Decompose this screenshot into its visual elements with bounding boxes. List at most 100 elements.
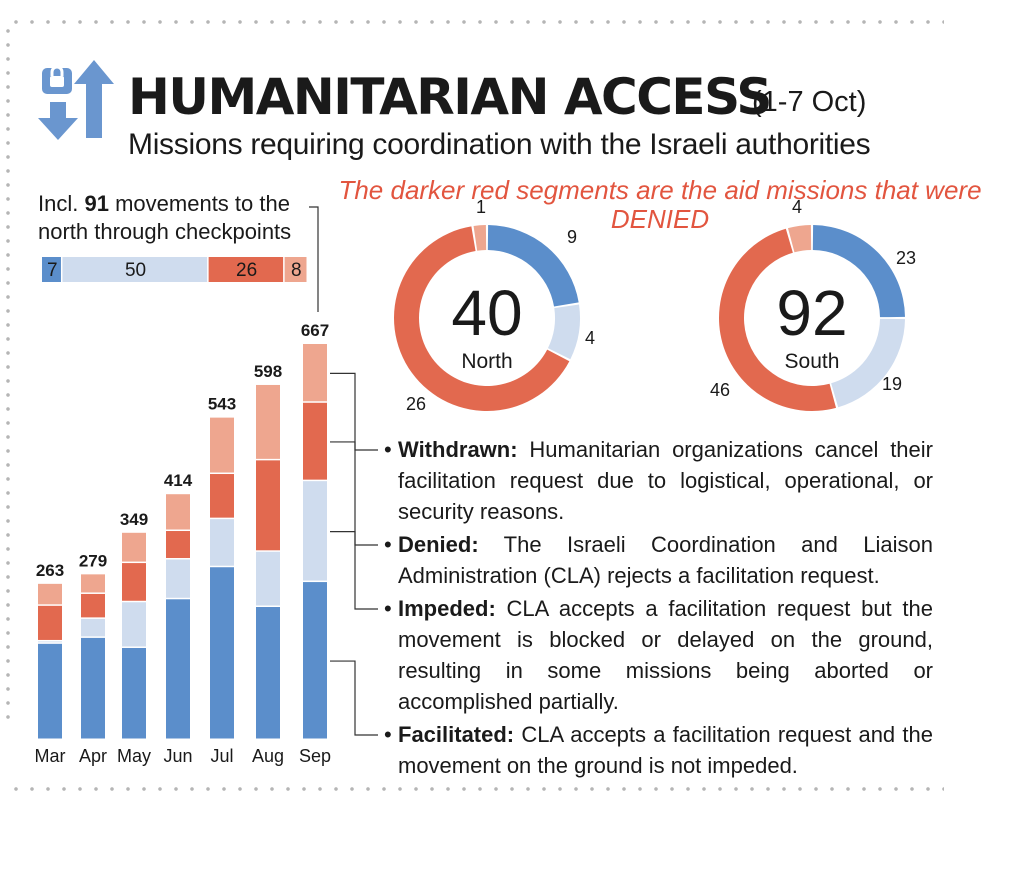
page-title: HUMANITARIAN ACCESS (128, 68, 772, 126)
bar-jul-withdrawn (210, 417, 234, 473)
bar-jun-facilitated (166, 599, 190, 739)
legend-text-denied: The Israeli Coordination and Liaison Adm… (398, 532, 933, 588)
legend-bullet: • (384, 596, 392, 621)
checkpoint-segment-label: 8 (291, 260, 302, 281)
bar-jun-impeded (166, 559, 190, 598)
bar-may-withdrawn (122, 532, 146, 562)
legend-item-denied: • Denied: The Israeli Coordination and Li… (384, 529, 933, 591)
legend-bullet: • (384, 722, 392, 747)
bar-aug-denied (256, 460, 280, 551)
south-donut-slice-withdrawn (787, 225, 812, 253)
bar-total-label: 598 (254, 362, 282, 381)
legend-item-facilitated: • Facilitated: CLA accepts a facilitation… (384, 719, 933, 781)
north-donut-slice-withdrawn (473, 225, 487, 251)
legend-bullet: • (384, 532, 392, 557)
bar-mar-facilitated (38, 643, 62, 739)
subtitle: Missions requiring coordination with the… (128, 128, 871, 161)
bar-apr-impeded (81, 618, 105, 637)
dotted-border-top (8, 20, 944, 24)
legend-item-withdrawn: • Withdrawn: Humanitarian organizations c… (384, 434, 933, 527)
south-donut-slice-label: 46 (710, 380, 730, 400)
legend-bullet: • (384, 437, 392, 462)
legend-text-facilitated: CLA accepts a facilitation request and t… (398, 722, 933, 778)
bar-jul-facilitated (210, 567, 234, 739)
bar-apr-facilitated (81, 637, 105, 739)
bar-total-label: 279 (79, 551, 107, 570)
bar-may-impeded (122, 602, 146, 647)
south-donut-slice-impeded (831, 318, 905, 408)
legend-term-impeded: Impeded: (398, 596, 496, 621)
legend-text-impeded: CLA accepts a facilitation request but t… (398, 596, 933, 714)
bar-may-denied (122, 563, 146, 601)
period-label: (1-7 Oct) (752, 86, 867, 118)
legend-connector-impeded (330, 531, 378, 610)
bar-aug-facilitated (256, 607, 280, 739)
legend-connector-withdrawn (330, 372, 378, 451)
north-donut-slice-impeded (547, 304, 580, 360)
north-donut-slice-label: 4 (585, 328, 595, 348)
x-tick-label: Aug (252, 746, 284, 766)
x-tick-label: May (117, 746, 151, 766)
legend-item-impeded: • Impeded: CLA accepts a facilitation req… (384, 593, 933, 717)
bar-sep-impeded (303, 481, 327, 581)
bar-sep-denied (303, 402, 327, 480)
south-donut-slice-denied (719, 228, 837, 411)
north-donut-slice-label: 26 (406, 394, 426, 414)
denied-note: The darker red segments are the aid miss… (338, 175, 982, 234)
bar-aug-impeded (256, 551, 280, 606)
north-donut-slice-label: 1 (476, 197, 486, 217)
checkpoint-segment-denied (208, 257, 284, 282)
north-donut-region-label: North (461, 350, 512, 373)
south-donut-slice-label: 23 (896, 248, 916, 268)
south-donut-slice-label: 19 (882, 374, 902, 394)
south-donut-slice-label: 4 (792, 197, 802, 217)
bar-total-label: 349 (120, 510, 148, 529)
checkpoint-segment-impeded (62, 257, 208, 282)
bar-jun-denied (166, 531, 190, 559)
dotted-border-left (6, 24, 10, 724)
checkpoint-suffix: movements to the north through checkpoin… (38, 191, 292, 244)
legend-term-withdrawn: Withdrawn: (398, 437, 518, 462)
legend-connector-denied (330, 441, 378, 546)
bar-total-label: 543 (208, 395, 236, 414)
legend-term-denied: Denied: (398, 532, 479, 557)
checkpoint-segment-facilitated (42, 257, 61, 282)
legend-text-withdrawn: Humanitarian organizations cancel their … (398, 437, 933, 524)
north-donut-slice-facilitated (487, 225, 579, 307)
x-tick-label: Jul (210, 746, 233, 766)
checkpoint-segment-label: 7 (47, 260, 58, 281)
checkpoint-connector (309, 206, 319, 312)
bar-sep-withdrawn (303, 344, 327, 402)
north-donut-total: 40 (451, 277, 522, 349)
x-tick-label: Jun (163, 746, 192, 766)
bar-jul-denied (210, 474, 234, 518)
checkpoint-segment-label: 26 (236, 260, 257, 281)
x-tick-label: Sep (299, 746, 331, 766)
bar-jun-withdrawn (166, 494, 190, 530)
bar-aug-withdrawn (256, 384, 280, 459)
checkpoint-prefix: Incl. (38, 191, 79, 216)
bar-total-label: 263 (36, 561, 64, 580)
checkpoint-segment-label: 50 (125, 260, 146, 281)
bar-jul-impeded (210, 519, 234, 566)
checkpoint-caption: Incl. 91 movements to the north through … (38, 190, 318, 246)
bar-total-label: 667 (301, 321, 329, 340)
bar-mar-denied (38, 605, 62, 640)
bar-apr-denied (81, 593, 105, 618)
checkpoint-segment-withdrawn (284, 257, 307, 282)
checkpoint-count: 91 (84, 191, 109, 216)
south-donut-region-label: South (785, 350, 840, 373)
bar-mar-withdrawn (38, 583, 62, 605)
bar-sep-facilitated (303, 582, 327, 739)
north-donut-slice-label: 9 (567, 227, 577, 247)
bar-may-facilitated (122, 647, 146, 739)
lock-arrows-icon (38, 60, 114, 140)
bar-apr-withdrawn (81, 574, 105, 593)
dotted-border-bottom (8, 787, 944, 791)
x-tick-label: Apr (79, 746, 107, 766)
legend-term-facilitated: Facilitated: (398, 722, 515, 747)
south-donut-slice-facilitated (812, 225, 905, 318)
bar-total-label: 414 (164, 471, 193, 490)
